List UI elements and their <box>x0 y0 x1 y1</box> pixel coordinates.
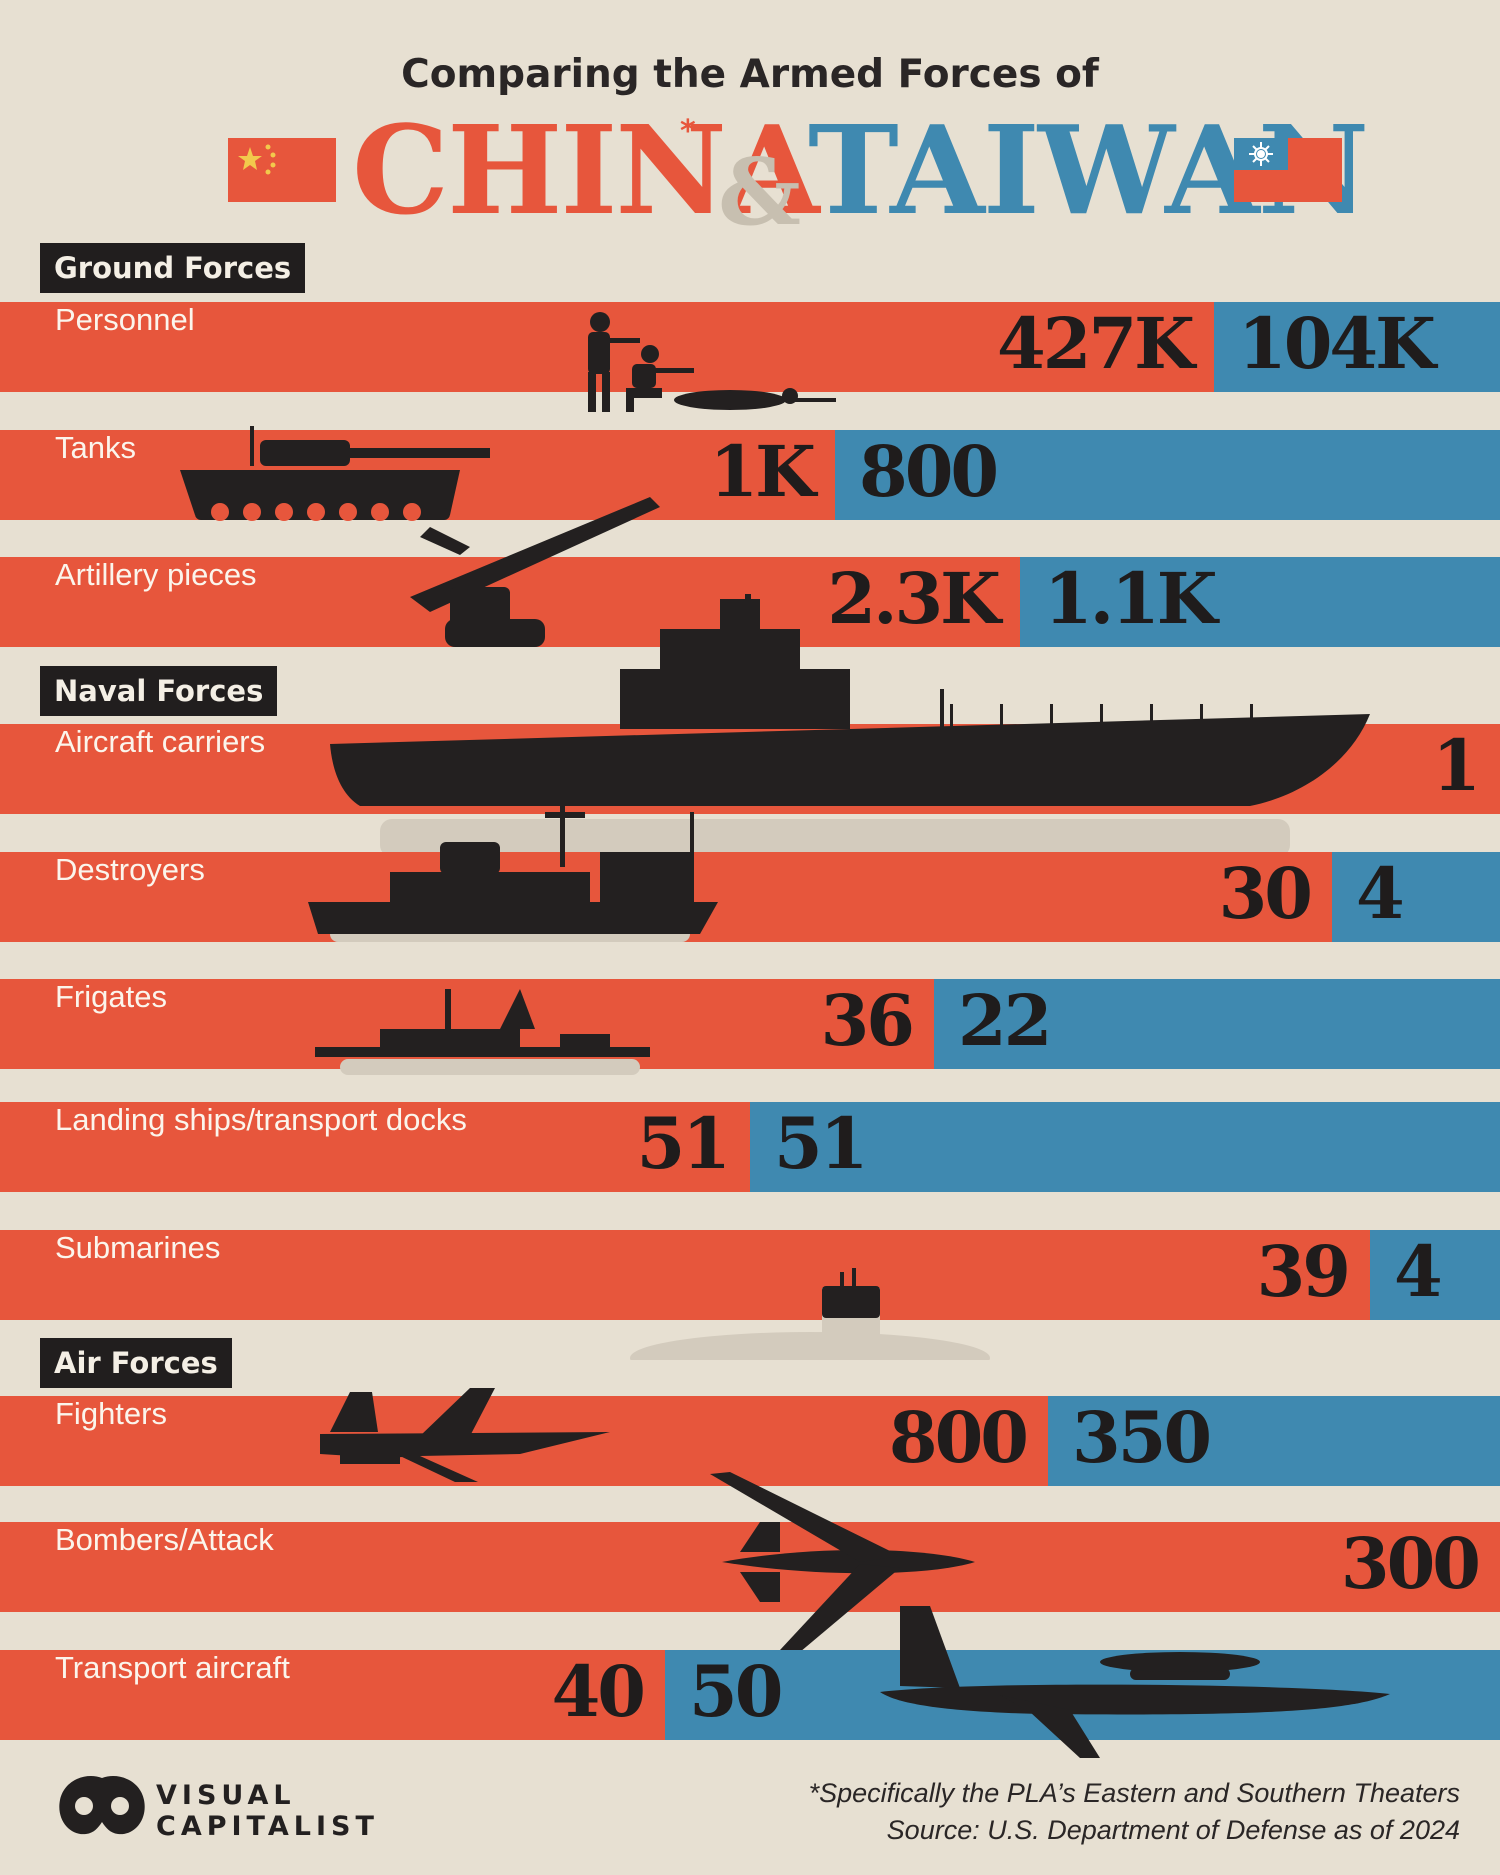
category-label: Personnel <box>55 302 195 337</box>
ampersand: & <box>718 138 801 246</box>
bar-row-bombers-attack: Bombers/Attack 300 <box>0 1472 1500 1652</box>
taiwan-bar <box>934 979 1500 1069</box>
taiwan-value-label: 4 <box>1356 852 1405 935</box>
source-note: Source: U.S. Department of Defense as of… <box>886 1815 1460 1845</box>
taiwan-bar <box>1370 1230 1500 1320</box>
taiwan-bar <box>835 430 1500 520</box>
china-asterisk: * <box>680 114 696 149</box>
bar-row-artillery-pieces: Artillery pieces 2.3K 1.1K <box>0 497 1500 647</box>
section-air-forces: Air Forces <box>40 1338 232 1388</box>
taiwan-bar <box>1048 1396 1500 1486</box>
category-label: Fighters <box>55 1396 167 1431</box>
transport-aircraft-silhouette-icon <box>880 1606 1390 1758</box>
taiwan-value-label: 350 <box>1072 1396 1212 1479</box>
aircraft-carriers-silhouette-icon <box>330 594 1370 854</box>
category-label: Destroyers <box>55 852 205 887</box>
kicker-title: Comparing the Armed Forces of <box>401 52 1099 97</box>
category-label: Transport aircraft <box>55 1650 290 1685</box>
taiwan-value-label: 4 <box>1394 1230 1443 1313</box>
china-value-label: 2.3K <box>827 557 1001 640</box>
destroyers-silhouette-icon <box>308 787 718 942</box>
taiwan-value-label: 51 <box>774 1102 868 1185</box>
category-label: Submarines <box>55 1230 221 1265</box>
china-value-label: 30 <box>1218 852 1313 935</box>
footnote: *Specifically the PLA’s Eastern and Sout… <box>808 1778 1460 1808</box>
tanks-silhouette-icon <box>180 426 490 521</box>
taiwan-bar <box>750 1102 1500 1192</box>
china-bar <box>0 1102 750 1192</box>
category-label: Tanks <box>55 430 136 465</box>
bar-row-transport-aircraft: Transport aircraft 40 50 <box>0 1606 1500 1758</box>
bar-row-personnel: Personnel 427K 104K <box>0 302 1500 412</box>
category-label: Frigates <box>55 979 167 1014</box>
brand-line-1: VISUAL <box>156 1780 296 1811</box>
section-naval-forces: Naval Forces <box>40 666 278 716</box>
china-value-label: 51 <box>636 1102 731 1185</box>
taiwan-value-label: 22 <box>958 979 1052 1062</box>
taiwan-bar <box>1214 302 1500 392</box>
artillery-pieces-silhouette-icon <box>410 497 660 647</box>
china-value-label: 300 <box>1340 1522 1481 1605</box>
bar-row-frigates: Frigates 36 22 <box>0 979 1500 1075</box>
china-bar <box>0 1230 1370 1320</box>
china-value-label: 36 <box>820 979 915 1062</box>
personnel-silhouette-icon <box>588 312 836 412</box>
china-value-label: 40 <box>551 1650 646 1733</box>
taiwan-value-label: 104K <box>1238 302 1436 385</box>
bar-row-destroyers: Destroyers 30 4 <box>0 787 1500 942</box>
taiwan-value-label: 50 <box>689 1650 783 1733</box>
china-value-label: 800 <box>888 1396 1029 1479</box>
category-label: Bombers/Attack <box>55 1522 274 1557</box>
china-flag-icon <box>228 138 336 202</box>
bar-row-landing-ships-transport-docks: Landing ships/transport docks 51 51 <box>0 1102 1500 1192</box>
bar-row-aircraft-carriers: Aircraft carriers 1 <box>0 594 1500 854</box>
submarines-silhouette-icon <box>630 1268 990 1360</box>
category-label: Aircraft carriers <box>55 724 266 759</box>
frigates-silhouette-icon <box>315 989 650 1075</box>
china-value-label: 1 <box>1432 724 1481 807</box>
bar-row-submarines: Submarines 39 4 <box>0 1230 1500 1360</box>
brand-line-2: CAPITALIST <box>156 1811 379 1842</box>
section-ground-forces: Ground Forces <box>40 243 306 293</box>
category-label: Artillery pieces <box>55 557 257 592</box>
bar-row-tanks: Tanks 1K 800 <box>0 426 1500 521</box>
taiwan-bar <box>1332 852 1500 942</box>
bar-row-fighters: Fighters 800 350 <box>0 1388 1500 1486</box>
bombers-attack-silhouette-icon <box>710 1472 975 1652</box>
taiwan-value-label: 800 <box>859 430 999 513</box>
taiwan-flag-icon <box>1234 138 1342 202</box>
china-value-label: 427K <box>997 302 1195 385</box>
taiwan-value-label: 1.1K <box>1044 557 1218 640</box>
china-bar <box>0 1650 665 1740</box>
title-row: CHINA * & TAIWAN <box>0 98 1500 246</box>
china-value-label: 39 <box>1256 1230 1351 1313</box>
taiwan-bar <box>1020 557 1500 647</box>
china-value-label: 1K <box>709 430 816 513</box>
category-label: Landing ships/transport docks <box>55 1102 467 1137</box>
fighters-silhouette-icon <box>320 1388 610 1482</box>
china-wordmark: CHINA <box>352 98 820 242</box>
